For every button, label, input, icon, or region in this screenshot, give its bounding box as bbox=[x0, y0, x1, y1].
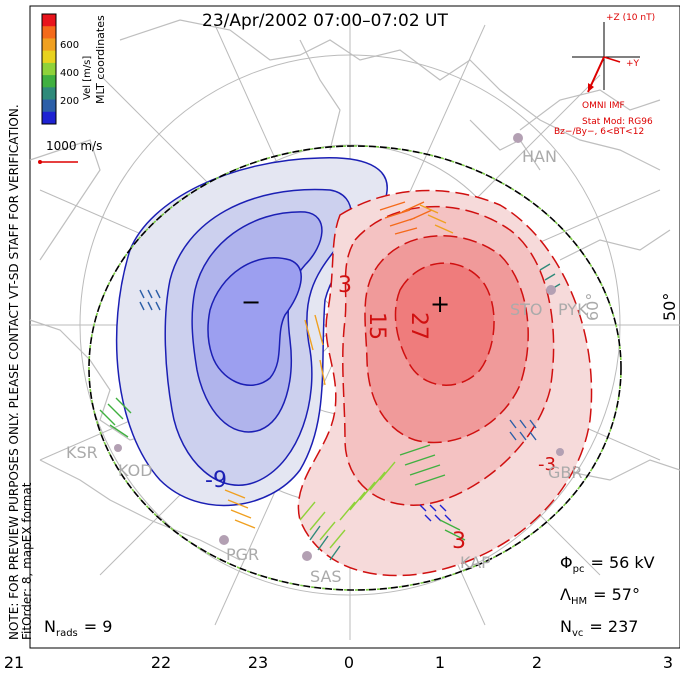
neg-contour-label: -9 bbox=[205, 468, 227, 493]
cbar-tick-400: 400 bbox=[60, 68, 79, 79]
velocity-scale-dot bbox=[38, 160, 42, 164]
pos-contour-label-3: 3 bbox=[338, 273, 352, 298]
svg-text:Nvc= 237: Nvc = 237 bbox=[560, 617, 638, 639]
station-kod: KOD bbox=[118, 461, 153, 480]
station-han: HAN bbox=[522, 147, 557, 166]
cbar-swatch bbox=[42, 50, 56, 64]
velocity-color-bar bbox=[41, 13, 57, 125]
latitude-50-label: 50° bbox=[660, 293, 679, 321]
side-note-fitorder: FitOrder: 8, mapEX format bbox=[20, 482, 34, 640]
side-note-preview: NOTE: FOR PREVIEW PURPOSES ONLY. PLEASE … bbox=[7, 104, 21, 640]
neg-center-marker: − bbox=[241, 288, 261, 316]
mlt-tick-23: 23 bbox=[248, 653, 268, 672]
latitude-60-label: 60° bbox=[583, 293, 602, 321]
imf-y-label: +Y bbox=[626, 59, 640, 69]
cbar-tick-200: 200 bbox=[60, 96, 79, 107]
station-sas: SAS bbox=[310, 567, 342, 586]
station-kap: KAP bbox=[460, 553, 491, 572]
stat-lambda-hm: ΛHM = 57° bbox=[560, 585, 640, 607]
svg-text:Nrads= 9: Nrads = 9 bbox=[44, 617, 112, 639]
cbar-outline bbox=[41, 13, 57, 125]
pos-contour-label-neg3: -3 bbox=[538, 454, 556, 475]
cbar-swatch bbox=[42, 26, 56, 39]
imf-model-label: Stat Mod: RG96 bbox=[582, 117, 653, 127]
mlt-tick-2: 2 bbox=[532, 653, 542, 672]
station-labels: HAN STO PYK KSR KOD PGR SAS KAP GBR bbox=[66, 147, 588, 586]
cbar-tick-600: 600 bbox=[60, 40, 79, 51]
stat-phi-pc: Φpc = 56 kV bbox=[560, 553, 655, 575]
velocity-vectors bbox=[99, 201, 561, 561]
imf-dial bbox=[572, 22, 640, 93]
cbar-swatch bbox=[42, 111, 56, 125]
station-pyk: PYK bbox=[558, 300, 588, 319]
cbar-swatch bbox=[42, 14, 56, 27]
imf-model-label-2: Bz−/By−, 6<BT<12 bbox=[554, 127, 644, 137]
svg-text:ΛHM= 57°: ΛHM = 57° bbox=[560, 585, 640, 607]
neg-contour-core bbox=[207, 257, 302, 386]
hm-boundary-green bbox=[88, 145, 622, 591]
station-gbr: GBR bbox=[548, 463, 583, 482]
mlt-tick-0: 0 bbox=[344, 653, 354, 672]
station-sto: STO bbox=[510, 300, 543, 319]
pos-center-marker: + bbox=[430, 290, 450, 318]
pos-contour-core bbox=[394, 262, 495, 386]
imf-scale-label: +Z (10 nT) bbox=[606, 13, 655, 23]
pos-contour-label-27: 27 bbox=[406, 312, 431, 340]
cbar-swatch bbox=[42, 38, 56, 52]
mlt-axis: 21 22 23 0 1 2 3 bbox=[4, 653, 673, 672]
coastlines bbox=[29, 19, 680, 561]
mlt-tick-3: 3 bbox=[663, 653, 673, 672]
velocity-scale-label: 1000 m/s bbox=[46, 139, 102, 153]
stat-nrads: Nrads = 9 bbox=[44, 617, 112, 639]
station-ksr: KSR bbox=[66, 443, 98, 462]
mlt-tick-21: 21 bbox=[4, 653, 24, 672]
cbar-swatch bbox=[42, 62, 56, 76]
cbar-swatch bbox=[42, 87, 56, 101]
mlt-tick-22: 22 bbox=[151, 653, 171, 672]
imf-source-label: OMNI IMF bbox=[582, 101, 625, 111]
cbar-swatch bbox=[42, 75, 56, 88]
station-markers bbox=[114, 133, 564, 561]
positive-potential-cell bbox=[297, 189, 593, 577]
mlt-coordinates-label: MLT coordinates bbox=[94, 15, 107, 104]
stat-nvc: Nvc = 237 bbox=[560, 617, 638, 639]
pos-contour-label-3b: 3 bbox=[452, 529, 466, 554]
cbar-label: Vel [m/s] bbox=[82, 56, 93, 100]
svg-text:Φpc= 56 kV: Φpc = 56 kV bbox=[560, 553, 655, 575]
station-pgr: PGR bbox=[226, 545, 259, 564]
map-title: 23/Apr/2002 07:00–07:02 UT bbox=[202, 11, 448, 31]
negative-potential-cell bbox=[115, 157, 388, 507]
pos-contour-label-15: 15 bbox=[364, 312, 389, 340]
cbar-swatch bbox=[42, 99, 56, 113]
mlt-tick-1: 1 bbox=[435, 653, 445, 672]
hm-boundary bbox=[88, 145, 622, 591]
